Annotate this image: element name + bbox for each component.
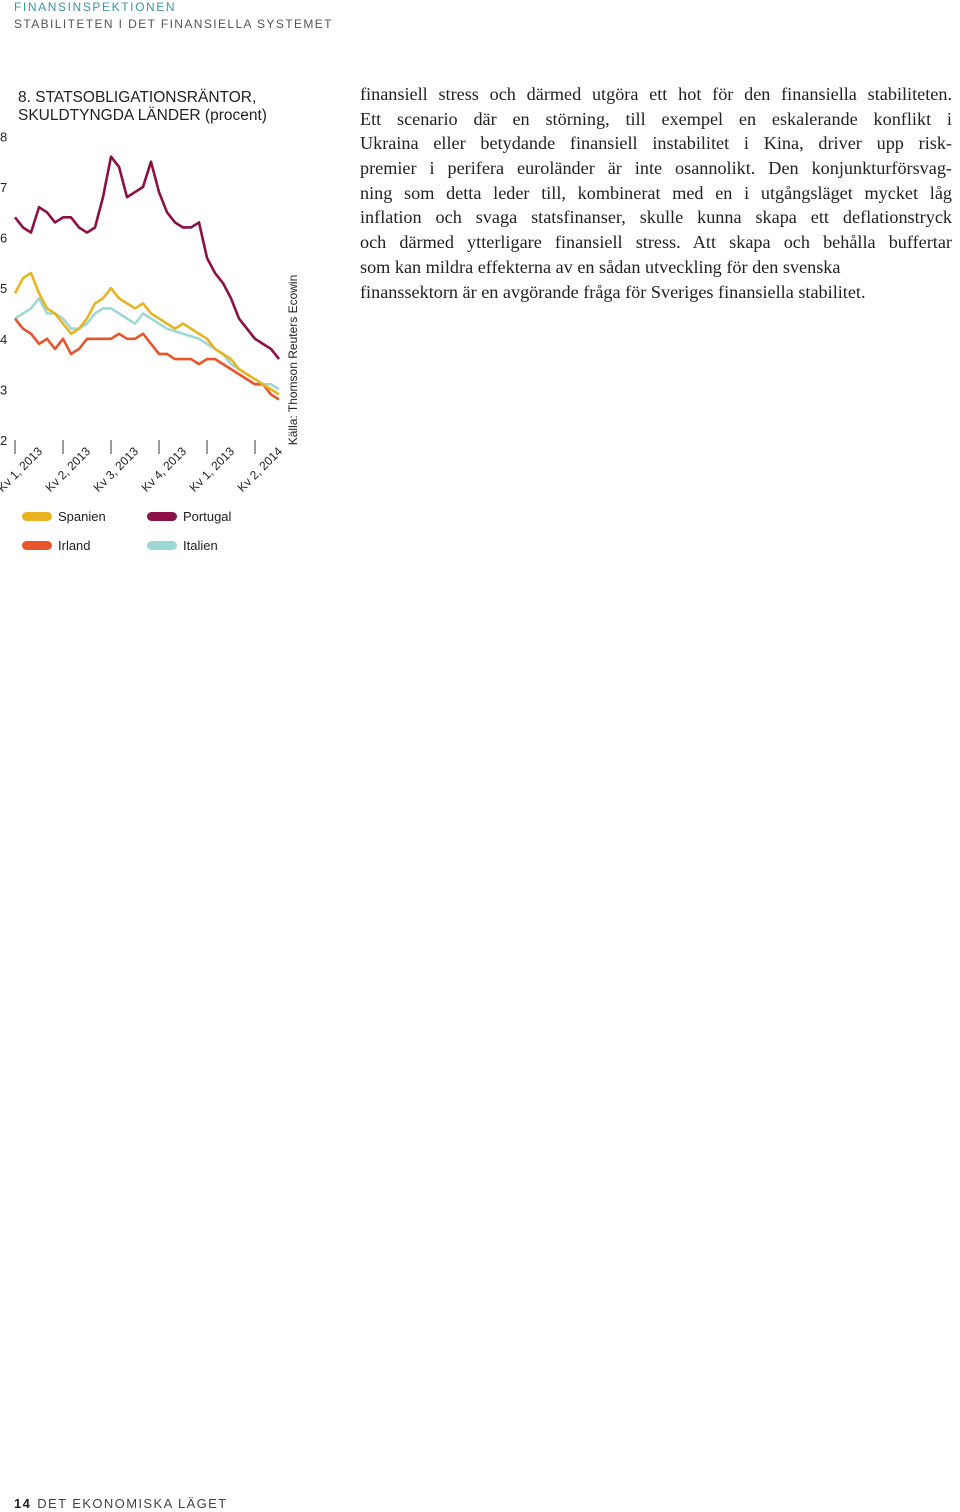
source: Källa: Thomson Reuters Ecowin (286, 275, 300, 446)
section-title: STABILITETEN I DET FINANSIELLA SYSTEMET (14, 17, 333, 31)
footer: 14 DET EKONOMISKA LÄGET (14, 1496, 228, 1511)
chart-title: SKULDTYNGDA LÄNDER (procent) (18, 107, 267, 124)
chart: 8. STATSOBLIGATIONSRÄNTOR, SKULDTYNGDA L… (0, 89, 300, 553)
legend-swatch (147, 541, 177, 550)
y-tick-label: 3 (0, 382, 7, 397)
chart-title: 8. STATSOBLIGATIONSRÄNTOR, (18, 89, 256, 106)
text-line: Ett scenario där en störning, till exemp… (360, 108, 952, 129)
body-text: finansiell stress och därmed utgöra ett … (360, 82, 952, 304)
y-tick-label: 2 (0, 433, 7, 448)
series-line (14, 297, 280, 391)
legend-swatch (147, 512, 177, 521)
legend-label: Portugal (183, 509, 232, 524)
series-line (13, 317, 280, 401)
text-line: finanssektorn är en avgörande fråga för … (360, 281, 866, 302)
y-tick-label: 5 (0, 281, 7, 296)
x-tick-label: Kv 1, 2013 (187, 444, 238, 495)
page-number: 14 (14, 1496, 32, 1511)
y-tick-label: 7 (0, 180, 7, 195)
series-line (13, 155, 281, 360)
legend-swatch (22, 512, 52, 521)
series-line (13, 271, 280, 396)
x-tick-label: Kv 2, 2013 (43, 444, 94, 495)
text-line: finansiell stress och därmed utgöra ett … (360, 84, 952, 104)
y-tick-label: 4 (0, 332, 7, 347)
legend-label: Italien (183, 538, 218, 553)
x-tick-label: Kv 3, 2013 (91, 444, 142, 495)
text-line: ning som detta leder till, kombinerat me… (360, 182, 952, 203)
text-line: som kan mildra effekterna av en sådan ut… (360, 256, 841, 277)
y-tick-label: 6 (0, 231, 7, 246)
legend-label: Irland (58, 538, 91, 553)
y-tick-label: 8 (0, 129, 7, 144)
text-line: premier i perifera euroländer är inte os… (360, 158, 952, 179)
legend-swatch (22, 541, 52, 550)
x-tick-label: Kv 4, 2013 (139, 444, 190, 495)
legend-label: Spanien (58, 509, 106, 524)
text-line: Ukraina eller betydande finansiell insta… (360, 133, 952, 154)
text-line: inflation och svaga statsfinanser, skull… (360, 207, 952, 228)
footer-section: DET EKONOMISKA LÄGET (37, 1496, 228, 1511)
x-tick-label: Kv 1, 2013 (0, 444, 45, 495)
x-tick-label: Kv 2, 2014 (235, 444, 286, 495)
text-line: och därmed ytterligare finansiell stress… (360, 232, 952, 253)
organization: FINANSINSPEKTIONEN (14, 0, 177, 14)
